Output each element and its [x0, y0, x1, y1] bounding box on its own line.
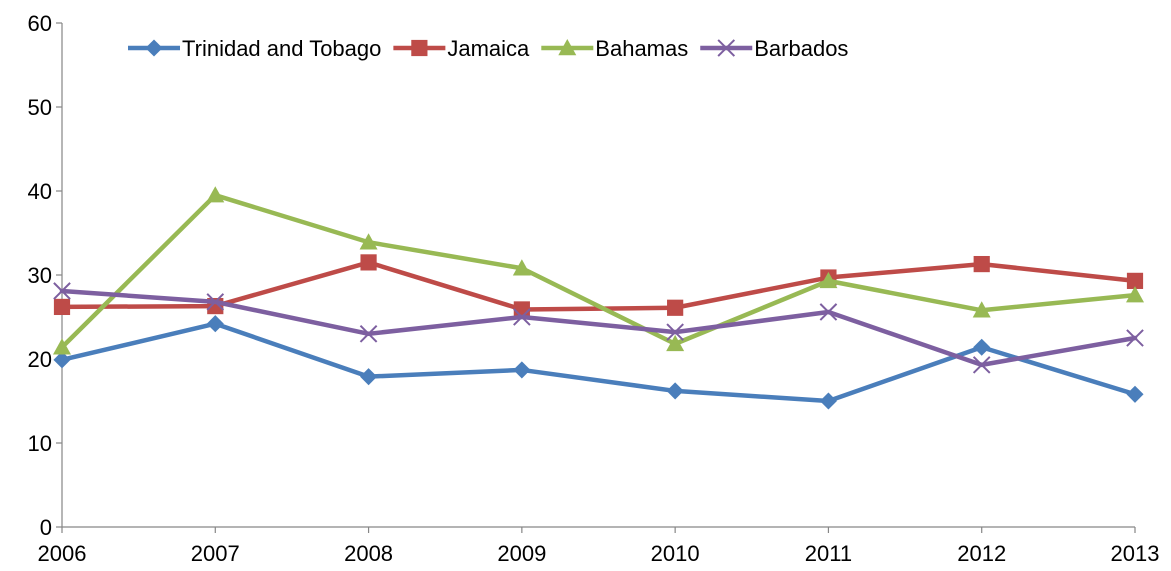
data-point: [972, 301, 991, 318]
x-tick-label: 2011: [805, 541, 852, 566]
series-bahamas: [53, 186, 1144, 355]
data-point: [1126, 272, 1144, 289]
series-line: [59, 260, 1138, 312]
data-point: [359, 324, 378, 343]
data-point: [819, 271, 838, 289]
y-tick-label: 10: [28, 431, 52, 456]
data-point: [1126, 286, 1144, 303]
chart-axes: 0 10 20 30 40 50 60 2006 2007 2008 2009 2010 2011 201…: [28, 11, 1160, 566]
data-point: [666, 334, 685, 352]
legend-marker: [558, 39, 577, 56]
series-barbados: [53, 282, 1144, 374]
data-point: [666, 323, 684, 341]
x-tick-label: 2013: [1111, 541, 1160, 566]
legend-label: Trinidad and Tobago: [182, 36, 381, 61]
data-point: [973, 255, 990, 273]
data-point: [819, 392, 837, 410]
x-tick-label: 2010: [651, 541, 700, 566]
data-point: [360, 368, 378, 386]
legend-marker: [411, 39, 428, 57]
y-tick-label: 50: [28, 95, 52, 120]
data-point: [359, 233, 378, 250]
legend-marker: [145, 39, 163, 57]
legend-item: Barbados: [700, 36, 848, 61]
series-line: [59, 288, 1138, 368]
legend-item: Trinidad and Tobago: [128, 36, 381, 61]
data-point: [53, 338, 71, 355]
data-point: [1126, 385, 1144, 403]
y-tick-label: 0: [40, 515, 52, 540]
chart-series: [53, 186, 1144, 410]
data-point: [53, 351, 71, 369]
x-tick-label: 2007: [191, 541, 240, 566]
legend-item: Bahamas: [541, 36, 688, 61]
x-tick-label: 2006: [38, 541, 87, 566]
chart-legend: Trinidad and Tobago Jamaica Bahamas Barbado…: [128, 36, 848, 61]
data-point: [972, 356, 991, 374]
x-tick-label: 2008: [344, 541, 393, 566]
data-point: [513, 308, 531, 326]
data-point: [206, 186, 225, 203]
data-point: [667, 299, 684, 316]
data-point: [1126, 329, 1144, 347]
y-tick-label: 60: [28, 11, 52, 36]
data-point: [666, 382, 684, 400]
x-tick-label: 2009: [497, 541, 546, 566]
series-line: [59, 192, 1138, 350]
data-point: [360, 254, 377, 271]
data-point: [206, 315, 224, 333]
x-tick-label: 2012: [957, 541, 1006, 566]
legend-marker: [717, 39, 736, 57]
legend-label: Jamaica: [447, 36, 530, 61]
data-point: [53, 282, 71, 300]
y-tick-label: 30: [28, 263, 52, 288]
legend-label: Bahamas: [595, 36, 688, 61]
data-point: [819, 303, 838, 321]
legend-label: Barbados: [754, 36, 848, 61]
legend-item: Jamaica: [393, 36, 530, 61]
data-point: [973, 338, 991, 356]
data-point: [53, 298, 71, 316]
data-point: [206, 293, 225, 311]
data-point: [513, 361, 531, 379]
y-tick-label: 20: [28, 347, 52, 372]
data-point: [512, 259, 531, 276]
y-tick-label: 40: [28, 179, 52, 204]
